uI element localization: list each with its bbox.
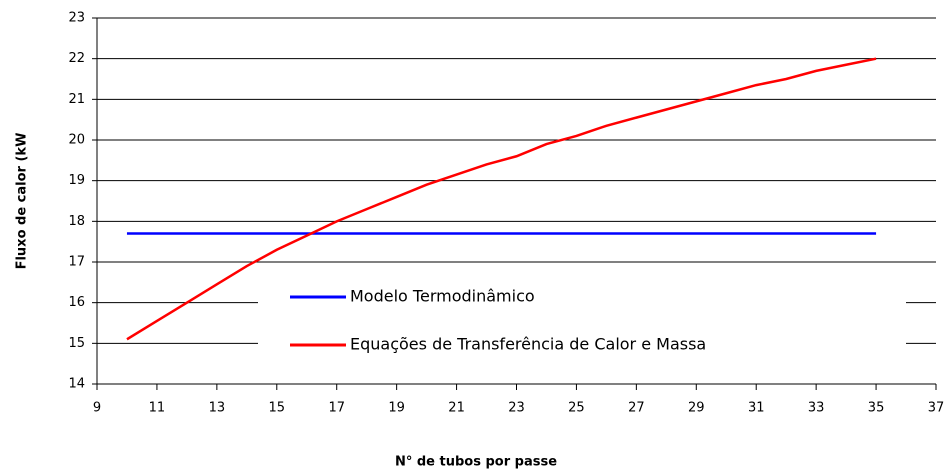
y-tick-label: 17 bbox=[68, 255, 85, 270]
y-tick-label: 16 bbox=[68, 295, 85, 310]
x-tick-label: 21 bbox=[448, 401, 465, 416]
x-tick-label: 33 bbox=[808, 401, 825, 416]
x-tick-label: 27 bbox=[628, 401, 645, 416]
x-tick-label: 19 bbox=[388, 401, 405, 416]
x-tick-label: 29 bbox=[688, 401, 705, 416]
x-tick-label: 15 bbox=[269, 401, 286, 416]
y-tick-label: 14 bbox=[68, 377, 85, 392]
y-tick-label: 19 bbox=[68, 173, 85, 188]
x-tick-label: 31 bbox=[748, 401, 765, 416]
x-tick-label: 11 bbox=[149, 401, 166, 416]
legend-box bbox=[258, 281, 906, 363]
y-tick-label: 21 bbox=[68, 92, 85, 107]
y-tick-label: 15 bbox=[68, 336, 85, 351]
x-tick-label: 35 bbox=[868, 401, 885, 416]
y-tick-label: 20 bbox=[68, 133, 85, 148]
x-axis-label: N° de tubos por passe bbox=[395, 455, 557, 470]
x-tick-label: 9 bbox=[93, 401, 101, 416]
y-tick-label: 18 bbox=[68, 214, 85, 229]
x-tick-label: 37 bbox=[928, 401, 945, 416]
y-tick-label: 22 bbox=[68, 51, 85, 66]
x-tick-label: 23 bbox=[508, 401, 525, 416]
x-tick-label: 13 bbox=[209, 401, 226, 416]
x-tick-label: 17 bbox=[328, 401, 345, 416]
x-tick-label: 25 bbox=[568, 401, 585, 416]
series-line bbox=[126, 57, 877, 341]
legend-label: Modelo Termodinâmico bbox=[350, 287, 535, 306]
y-tick-label: 23 bbox=[68, 11, 85, 26]
legend-label: Equações de Transferência de Calor e Mas… bbox=[350, 335, 706, 354]
y-axis-label: Fluxo de calor (kW bbox=[15, 133, 30, 270]
